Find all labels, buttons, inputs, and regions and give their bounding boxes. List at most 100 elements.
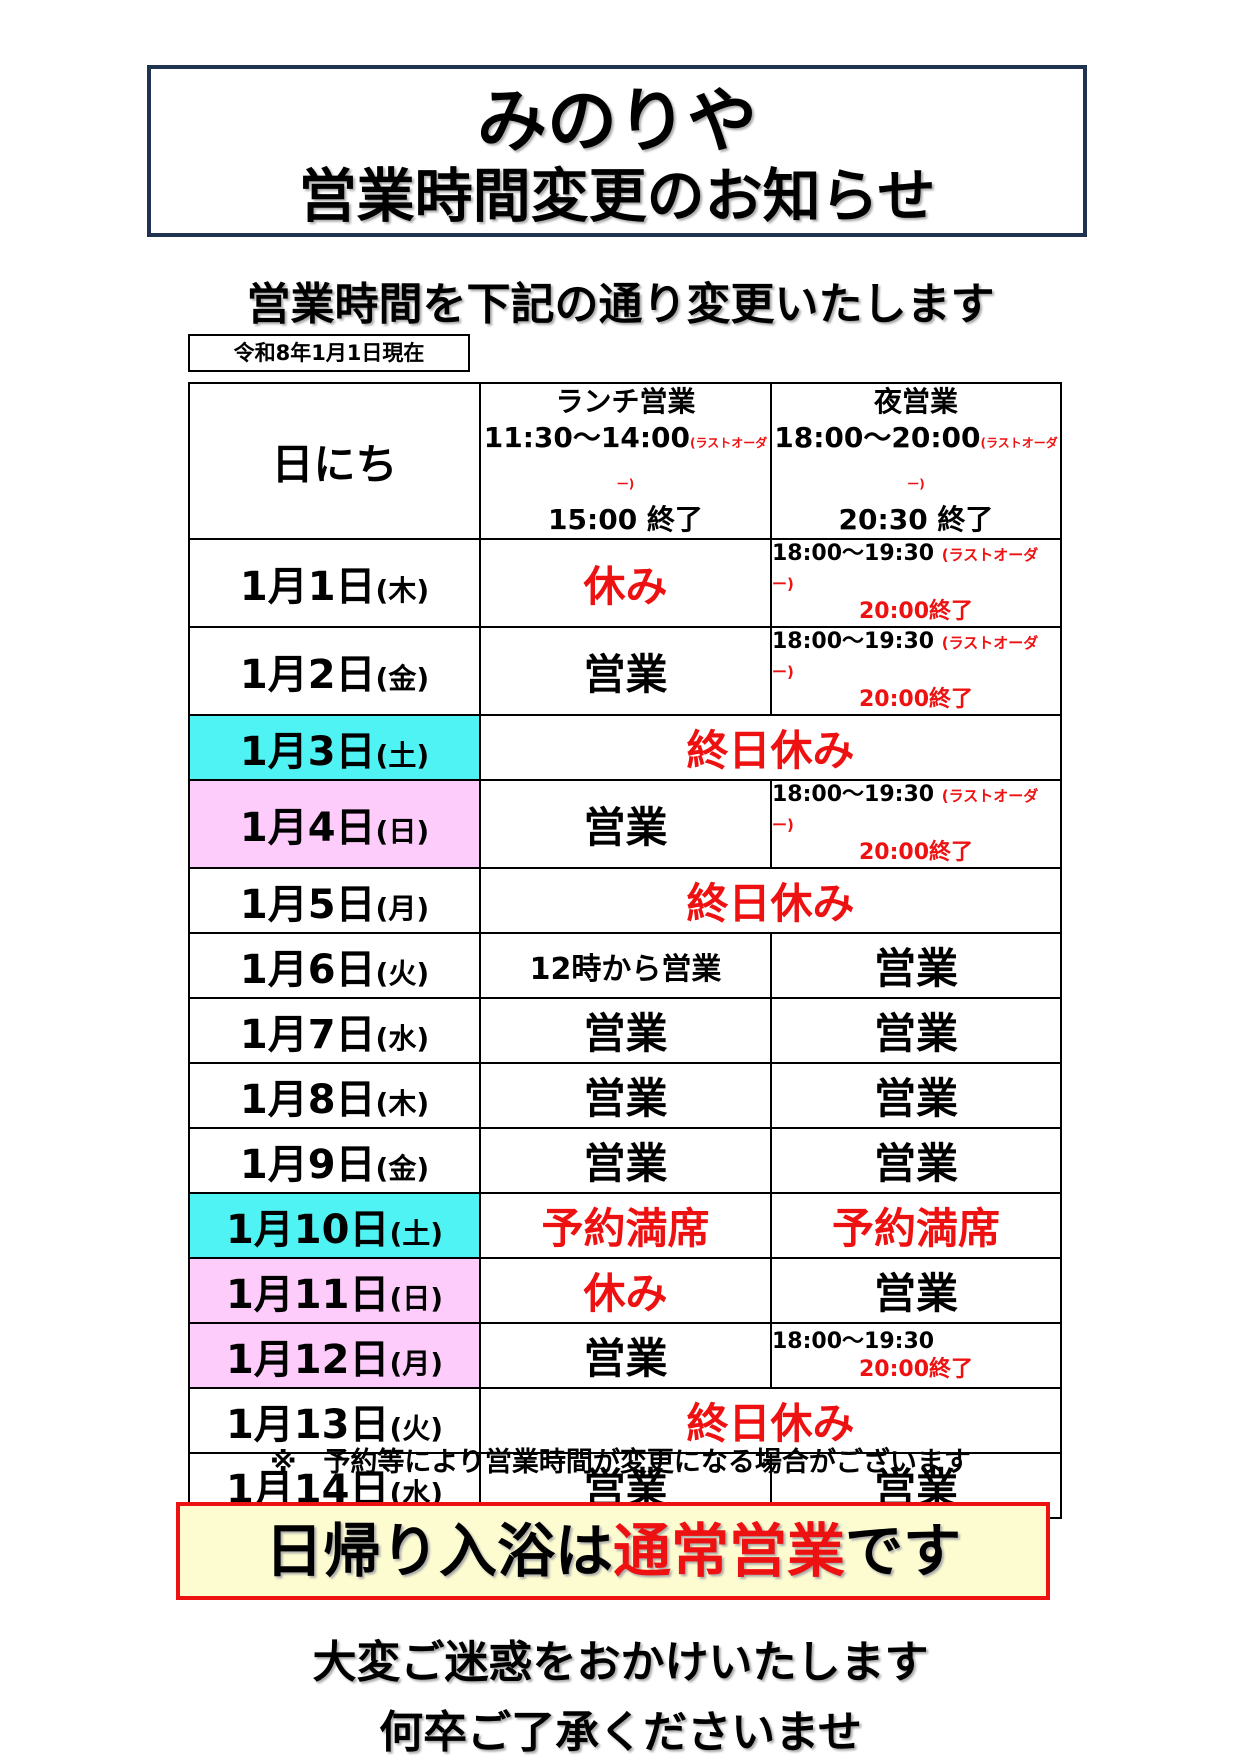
dinner-hours: 18:00～19:30	[772, 541, 935, 566]
lunch-end: 15:00 終了	[548, 503, 703, 536]
dinner-hours: 18:00～20:00(ラストオーダー)	[772, 420, 1060, 502]
table-row: 1月9日(金) 営業 営業	[188, 1127, 1062, 1194]
dinner-cell: 営業	[770, 997, 1062, 1064]
date-cell: 1月4日(日)	[188, 779, 481, 869]
lunch-hours: 11:30～14:00(ラストオーダー)	[481, 420, 770, 502]
dinner-end: 20:00終了	[858, 687, 974, 712]
dinner-cell: 18:00～19:30 (ラストオーダー) 20:00終了	[770, 626, 1062, 716]
dinner-end: 20:30 終了	[838, 503, 994, 536]
notice-title: 営業時間変更のお知らせ	[298, 162, 936, 230]
lunch-cell: 営業	[479, 997, 772, 1064]
date-cell: 1月3日(土)	[188, 714, 481, 781]
date-cell: 1月2日(金)	[188, 626, 481, 716]
lunch-cell: 休み	[479, 538, 772, 628]
lunch-cell: 営業	[479, 1322, 772, 1389]
date: 1月11日	[225, 1271, 390, 1318]
date-cell: 1月13日(火)	[188, 1387, 481, 1454]
lunch-cell: 営業	[479, 1127, 772, 1194]
dinner-cell: 営業	[770, 1062, 1062, 1129]
dinner-last-order: (ラストオーダー)	[772, 787, 1039, 834]
bath-pre: 日帰り入浴は	[264, 1517, 613, 1585]
day-of-week: (日)	[375, 815, 430, 848]
date-cell: 1月6日(火)	[188, 932, 481, 999]
header-row: 日にち ランチ営業 11:30～14:00(ラストオーダー) 15:00 終了 …	[188, 382, 1062, 540]
dinner-cell: 18:00～19:30 20:00終了	[770, 1322, 1062, 1389]
date-cell: 1月5日(月)	[188, 867, 481, 934]
as-of-date: 令和8年1月1日現在	[188, 334, 470, 372]
dinner-label: 夜営業	[873, 385, 958, 418]
dinner-cell: 営業	[770, 1127, 1062, 1194]
dinner-last-order: (ラストオーダー)	[772, 546, 1039, 593]
dinner-cell: 18:00～19:30 (ラストオーダー) 20:00終了	[770, 779, 1062, 869]
table-row: 1月5日(月) 終日休み	[188, 867, 1062, 934]
day-of-week: (日)	[389, 1281, 444, 1315]
header-date: 日にち	[188, 382, 481, 540]
lunch-cell: 営業	[479, 1062, 772, 1129]
lunch-cell: 休み	[479, 1257, 772, 1324]
bath-post: です	[845, 1517, 962, 1585]
bath-notice: 日帰り入浴は通常営業です	[176, 1502, 1050, 1600]
date: 1月5日	[239, 881, 376, 928]
day-of-week: (水)	[375, 1021, 430, 1055]
dinner-end: 20:00終了	[858, 1356, 974, 1382]
title-box: みのりや 営業時間変更のお知らせ	[147, 65, 1087, 237]
dinner-cell: 18:00～19:30 (ラストオーダー) 20:00終了	[770, 538, 1062, 628]
lunch-cell: 12時から営業	[479, 932, 772, 999]
table-row: 1月11日(日) 休み 営業	[188, 1257, 1062, 1324]
all-day-cell: 終日休み	[479, 714, 1062, 781]
date: 1月8日	[239, 1076, 376, 1123]
table-row: 1月10日(土) 予約満席 予約満席	[188, 1192, 1062, 1259]
lunch-cell: 営業	[479, 626, 772, 716]
table-row: 1月7日(水) 営業 営業	[188, 997, 1062, 1064]
lunch-cell: 予約満席	[479, 1192, 772, 1259]
shop-name: みのりや	[477, 80, 757, 162]
date: 1月2日	[239, 652, 376, 698]
date: 1月1日	[239, 564, 376, 610]
dinner-last-order: (ラストオーダー)	[907, 436, 1058, 491]
date-cell: 1月8日(木)	[188, 1062, 481, 1129]
header-lunch: ランチ営業 11:30～14:00(ラストオーダー) 15:00 終了	[479, 382, 772, 540]
day-of-week: (月)	[375, 891, 430, 925]
dinner-last-order: (ラストオーダー)	[772, 634, 1039, 681]
day-of-week: (土)	[375, 738, 430, 772]
lunch-cell: 営業	[479, 779, 772, 869]
date: 1月4日	[239, 805, 376, 851]
table-row: 1月2日(金) 営業 18:00～19:30 (ラストオーダー) 20:00終了	[188, 626, 1062, 716]
closing-line-2: 何卒ご了承くださいませ	[379, 1707, 862, 1758]
dinner-hours: 18:00～19:30	[772, 629, 935, 654]
day-of-week: (土)	[389, 1216, 444, 1250]
table-row: 1月4日(日) 営業 18:00～19:30 (ラストオーダー) 20:00終了	[188, 779, 1062, 869]
dinner-hours: 18:00～19:30	[772, 1328, 935, 1354]
table-row: 1月1日(木) 休み 18:00～19:30 (ラストオーダー) 20:00終了	[188, 538, 1062, 628]
table-row: 1月13日(火) 終日休み	[188, 1387, 1062, 1454]
day-of-week: (木)	[375, 574, 430, 607]
table-row: 1月8日(木) 営業 営業	[188, 1062, 1062, 1129]
dinner-cell: 予約満席	[770, 1192, 1062, 1259]
day-of-week: (金)	[375, 1151, 430, 1185]
table-row: 1月12日(月) 営業 18:00～19:30 20:00終了	[188, 1322, 1062, 1389]
footnote: ※ 予約等により営業時間が変更になる場合がございます	[270, 1447, 971, 1478]
day-of-week: (月)	[389, 1346, 444, 1380]
date-cell: 1月12日(月)	[188, 1322, 481, 1389]
date: 1月10日	[225, 1206, 390, 1253]
lunch-hours-text: 11:30～14:00	[483, 421, 690, 454]
date: 1月13日	[225, 1401, 390, 1448]
schedule-table: 日にち ランチ営業 11:30～14:00(ラストオーダー) 15:00 終了 …	[188, 382, 1062, 1519]
all-day-cell: 終日休み	[479, 867, 1062, 934]
lunch-last-order: (ラストオーダー)	[616, 436, 768, 491]
date: 1月12日	[225, 1336, 390, 1383]
table-row: 1月3日(土) 終日休み	[188, 714, 1062, 781]
dinner-cell: 営業	[770, 1257, 1062, 1324]
date-cell: 1月11日(日)	[188, 1257, 481, 1324]
header-dinner: 夜営業 18:00～20:00(ラストオーダー) 20:30 終了	[770, 382, 1062, 540]
date-cell: 1月10日(土)	[188, 1192, 481, 1259]
date-cell: 1月7日(水)	[188, 997, 481, 1064]
closing-line-1: 大変ご迷惑をおかけいたします	[312, 1637, 929, 1688]
date: 1月6日	[239, 946, 376, 993]
dinner-end: 20:00終了	[858, 840, 974, 865]
dinner-hours: 18:00～19:30	[772, 782, 935, 807]
day-of-week: (木)	[375, 1086, 430, 1120]
date-cell: 1月9日(金)	[188, 1127, 481, 1194]
date: 1月3日	[239, 728, 376, 775]
all-day-cell: 終日休み	[479, 1387, 1062, 1454]
